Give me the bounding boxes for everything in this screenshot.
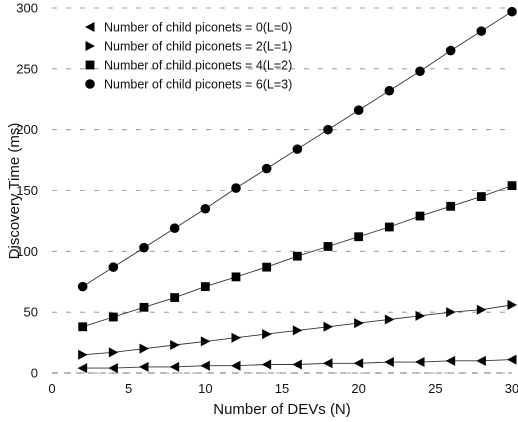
data-point-1-0 <box>78 349 88 360</box>
data-point-0-10 <box>384 357 394 368</box>
legend-item-0: Number of child piconets = 0(L=0) <box>85 21 292 35</box>
series <box>77 6 517 374</box>
data-point-0-14 <box>507 354 517 365</box>
x-tick-label-25: 25 <box>428 381 442 396</box>
series-3 <box>77 6 517 292</box>
legend-item-2: Number of child piconets = 4(L=2) <box>85 59 292 73</box>
y-tick-label-250: 250 <box>16 61 38 76</box>
data-point-3-4 <box>200 203 211 214</box>
y-tick-label-150: 150 <box>16 183 38 198</box>
data-point-2-5 <box>231 272 241 282</box>
legend-label-2: Number of child piconets = 4(L=2) <box>104 59 292 73</box>
legend-label-3: Number of child piconets = 6(L=3) <box>104 78 292 92</box>
data-point-3-1 <box>108 262 119 272</box>
data-point-0-4 <box>200 360 210 371</box>
data-point-0-2 <box>139 361 149 372</box>
y-tick-label-200: 200 <box>16 122 38 137</box>
data-point-3-9 <box>353 105 364 115</box>
data-point-3-10 <box>384 85 395 96</box>
x-tick-label-20: 20 <box>351 381 365 396</box>
data-point-1-10 <box>384 314 395 325</box>
data-point-1-11 <box>415 310 425 321</box>
data-point-0-9 <box>353 358 364 369</box>
data-point-2-2 <box>139 302 149 312</box>
data-point-1-13 <box>476 304 487 315</box>
y-tick-label-0: 0 <box>31 366 38 381</box>
x-tick-label-0: 0 <box>48 381 55 396</box>
x-tick-label-10: 10 <box>198 381 212 396</box>
legend-marker-1 <box>85 41 95 51</box>
legend-label-1: Number of child piconets = 2(L=1) <box>104 40 292 54</box>
data-point-0-0 <box>77 363 88 374</box>
data-point-0-11 <box>415 357 425 368</box>
data-point-3-14 <box>507 6 517 17</box>
data-point-2-13 <box>476 192 486 201</box>
x-tick-label-30: 30 <box>505 381 518 396</box>
data-point-1-14 <box>507 299 517 310</box>
data-point-2-8 <box>323 242 333 251</box>
data-point-3-6 <box>261 163 272 174</box>
data-point-1-3 <box>170 340 180 351</box>
legend-marker-3 <box>85 79 95 89</box>
legend-label-0: Number of child piconets = 0(L=0) <box>104 21 292 35</box>
data-point-1-9 <box>354 318 364 329</box>
data-point-1-7 <box>292 325 303 336</box>
data-point-2-12 <box>446 201 456 211</box>
y-tick-label-100: 100 <box>16 244 38 259</box>
data-point-0-13 <box>476 355 486 366</box>
data-point-1-12 <box>446 307 456 318</box>
data-point-3-13 <box>476 26 487 36</box>
data-point-1-8 <box>323 321 333 332</box>
legend-item-1: Number of child piconets = 2(L=1) <box>85 40 292 54</box>
data-point-2-0 <box>78 322 88 332</box>
data-point-1-2 <box>139 343 149 354</box>
data-point-3-3 <box>169 223 180 234</box>
data-point-2-14 <box>507 181 517 191</box>
data-point-2-3 <box>170 293 180 302</box>
data-point-3-2 <box>139 242 149 253</box>
data-point-2-6 <box>262 262 272 272</box>
data-point-3-0 <box>77 281 88 292</box>
x-axis-title: Number of DEVs (N) <box>213 401 351 418</box>
data-point-3-8 <box>323 124 333 135</box>
data-point-2-4 <box>200 282 210 292</box>
tick-labels: 0 50 100 150 200 250 300 0 5 10 15 20 25 30 <box>16 1 518 397</box>
legend-item-3: Number of child piconets = 6(L=3) <box>85 78 292 92</box>
data-point-3-5 <box>231 183 241 193</box>
data-point-2-7 <box>292 251 302 261</box>
x-tick-label-5: 5 <box>125 381 132 396</box>
data-point-2-9 <box>354 232 364 242</box>
data-point-0-8 <box>323 358 333 369</box>
y-axis-title: Discovery Time (ms) <box>6 123 23 260</box>
data-point-1-1 <box>108 347 119 358</box>
data-point-0-7 <box>292 359 302 370</box>
y-tick-label-300: 300 <box>16 1 38 16</box>
data-point-0-5 <box>231 360 241 371</box>
data-point-3-7 <box>292 144 303 154</box>
legend-marker-2 <box>85 60 95 70</box>
data-point-1-4 <box>200 336 211 347</box>
x-tick-label-15: 15 <box>275 381 289 396</box>
series-2 <box>78 181 517 332</box>
data-point-2-1 <box>108 312 118 322</box>
data-point-2-11 <box>415 211 425 221</box>
data-point-0-3 <box>169 361 180 372</box>
data-point-2-10 <box>384 222 394 232</box>
data-point-3-11 <box>415 66 425 77</box>
y-tick-label-50: 50 <box>24 305 38 320</box>
series-1 <box>78 299 517 360</box>
series-0 <box>77 354 517 374</box>
legend-marker-0 <box>85 22 95 32</box>
data-point-1-5 <box>231 332 241 343</box>
data-point-1-6 <box>262 329 272 340</box>
data-point-0-12 <box>445 355 456 366</box>
data-point-0-6 <box>261 359 272 370</box>
data-point-3-12 <box>445 45 456 56</box>
legend: Number of child piconets = 0(L=0) Number … <box>85 21 292 92</box>
data-point-0-1 <box>108 363 118 374</box>
